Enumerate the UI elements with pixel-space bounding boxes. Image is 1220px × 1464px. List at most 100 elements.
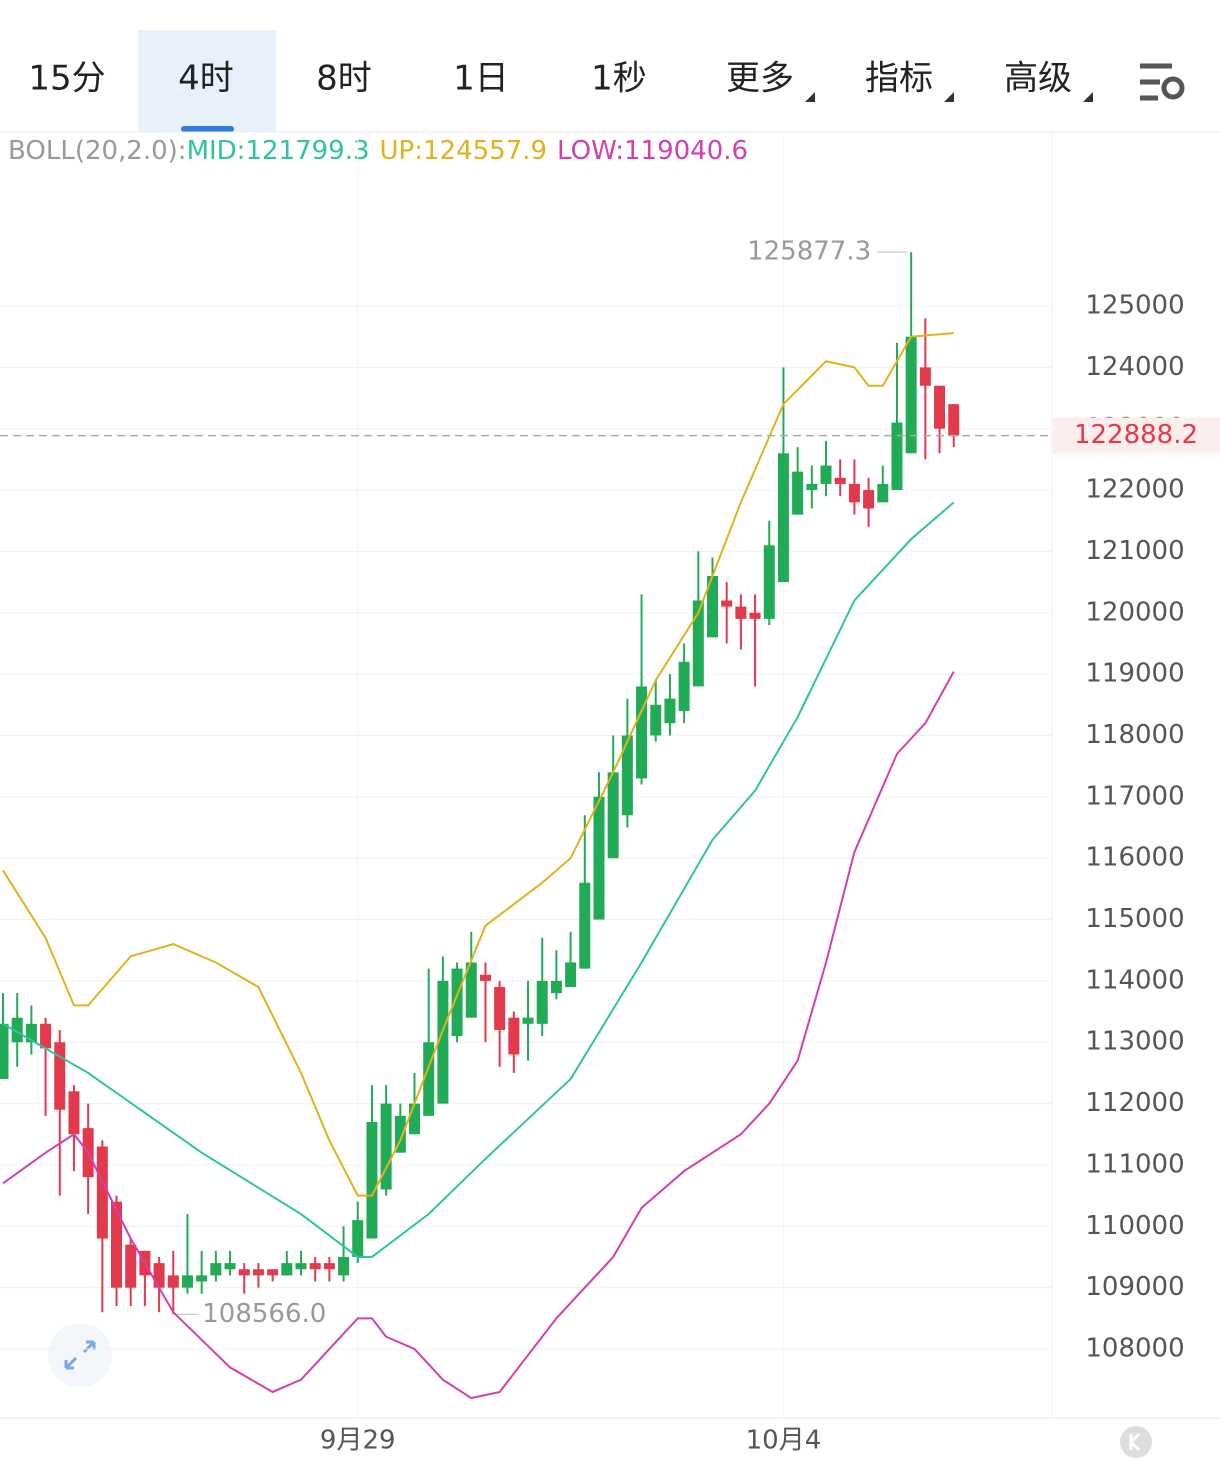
boll-line bbox=[2, 671, 955, 1400]
candle-body bbox=[735, 606, 747, 619]
candle-body bbox=[848, 483, 860, 503]
min-annotation: 108566.0 bbox=[202, 1299, 326, 1329]
candle-body bbox=[11, 1017, 23, 1043]
boll-line bbox=[2, 332, 954, 1197]
candle-body bbox=[508, 1017, 520, 1055]
candle-body bbox=[593, 796, 605, 920]
candle-body bbox=[238, 1269, 250, 1276]
candle-body bbox=[437, 980, 449, 1104]
candle-body bbox=[68, 1091, 80, 1135]
y-tick-label: 120000 bbox=[1085, 597, 1184, 627]
candle-body bbox=[863, 490, 875, 509]
candle-body bbox=[550, 980, 562, 994]
legend-label: BOLL(20,2.0): bbox=[8, 136, 187, 166]
tab[interactable]: 指标 bbox=[865, 59, 933, 99]
k-button[interactable] bbox=[1120, 1426, 1152, 1458]
candle-body bbox=[948, 404, 960, 436]
candle-body bbox=[777, 453, 789, 583]
candle-body bbox=[905, 336, 917, 454]
candle-body bbox=[664, 698, 676, 724]
y-tick-label: 125000 bbox=[1085, 291, 1184, 321]
tab[interactable]: 更多 bbox=[726, 59, 794, 99]
legend-mid: MID:121799.3 bbox=[187, 136, 370, 166]
last-price-label: 122888.2 bbox=[1074, 420, 1198, 450]
candle-body bbox=[338, 1256, 350, 1276]
y-tick-label: 114000 bbox=[1085, 965, 1184, 995]
legend-up: UP:124557.9 bbox=[380, 136, 548, 166]
selected-tab-bg bbox=[138, 30, 276, 132]
candle-body bbox=[96, 1146, 108, 1239]
y-tick-label: 111000 bbox=[1085, 1149, 1184, 1179]
candle-body bbox=[522, 1017, 534, 1024]
candle-body bbox=[366, 1121, 378, 1239]
dropdown-marker bbox=[1083, 92, 1093, 102]
y-tick-label: 116000 bbox=[1085, 843, 1184, 873]
candle-body bbox=[451, 968, 463, 1037]
candle-body bbox=[479, 974, 491, 981]
candle-body bbox=[891, 422, 903, 491]
tab[interactable]: 4时 bbox=[178, 59, 234, 99]
x-tick-label: 10月4 bbox=[746, 1426, 822, 1456]
candle-body bbox=[409, 1103, 421, 1135]
candle-body bbox=[621, 735, 633, 816]
tab[interactable]: 1秒 bbox=[591, 59, 647, 99]
candle-body bbox=[380, 1103, 392, 1190]
y-tick-label: 118000 bbox=[1085, 720, 1184, 750]
y-tick-label: 124000 bbox=[1085, 352, 1184, 382]
candle-body bbox=[636, 686, 648, 779]
candle-body bbox=[210, 1263, 222, 1276]
selected-tab-underline bbox=[181, 126, 234, 132]
y-tick-label: 122000 bbox=[1085, 475, 1184, 505]
settings-icon[interactable] bbox=[1140, 63, 1185, 101]
candle-body bbox=[323, 1263, 335, 1270]
candle-body bbox=[0, 1023, 9, 1080]
last-price-bg bbox=[1053, 417, 1220, 454]
candle-body bbox=[181, 1275, 193, 1288]
candle-body bbox=[792, 471, 804, 515]
candle-body bbox=[721, 600, 733, 607]
y-tick-label: 119000 bbox=[1085, 659, 1184, 689]
candle-body bbox=[25, 1023, 37, 1043]
tab[interactable]: 高级 bbox=[1004, 59, 1072, 99]
candle-body bbox=[54, 1042, 66, 1110]
candle-body bbox=[465, 962, 477, 1018]
candle-body bbox=[650, 704, 662, 736]
candle-body bbox=[763, 545, 775, 619]
candle-body bbox=[678, 661, 690, 711]
candle-body bbox=[692, 600, 704, 687]
y-tick-label: 117000 bbox=[1085, 781, 1184, 811]
candle-body bbox=[820, 465, 832, 484]
candle-body bbox=[40, 1023, 52, 1049]
legend-low: LOW:119040.6 bbox=[557, 136, 748, 166]
candle-body bbox=[167, 1275, 179, 1288]
candle-body bbox=[309, 1263, 321, 1270]
candle-body bbox=[536, 980, 548, 1024]
candle-body bbox=[267, 1269, 279, 1276]
tab[interactable]: 8时 bbox=[316, 59, 372, 99]
candle-body bbox=[877, 483, 889, 503]
y-tick-label: 108000 bbox=[1085, 1334, 1184, 1364]
candle-body bbox=[295, 1263, 307, 1270]
candle-body bbox=[111, 1201, 123, 1288]
tab[interactable]: 1日 bbox=[453, 59, 509, 99]
candle-body bbox=[352, 1220, 364, 1257]
expand-button[interactable] bbox=[48, 1323, 112, 1387]
candle-body bbox=[579, 882, 591, 969]
dropdown-marker bbox=[805, 92, 815, 102]
candle-body bbox=[252, 1269, 264, 1276]
tab[interactable]: 15分 bbox=[28, 59, 105, 99]
candle-body bbox=[607, 772, 619, 859]
candle-body bbox=[125, 1244, 137, 1288]
candle-body bbox=[834, 477, 846, 484]
y-tick-label: 115000 bbox=[1085, 904, 1184, 934]
candle-body bbox=[749, 612, 761, 619]
candle-body bbox=[281, 1263, 293, 1276]
y-tick-label: 109000 bbox=[1085, 1272, 1184, 1302]
candle-body bbox=[494, 987, 506, 1030]
y-tick-label: 112000 bbox=[1085, 1088, 1184, 1118]
max-annotation: 125877.3 bbox=[747, 237, 871, 267]
x-tick-label: 9月29 bbox=[320, 1426, 396, 1456]
candle-body bbox=[565, 962, 577, 988]
candle-body bbox=[934, 385, 946, 429]
